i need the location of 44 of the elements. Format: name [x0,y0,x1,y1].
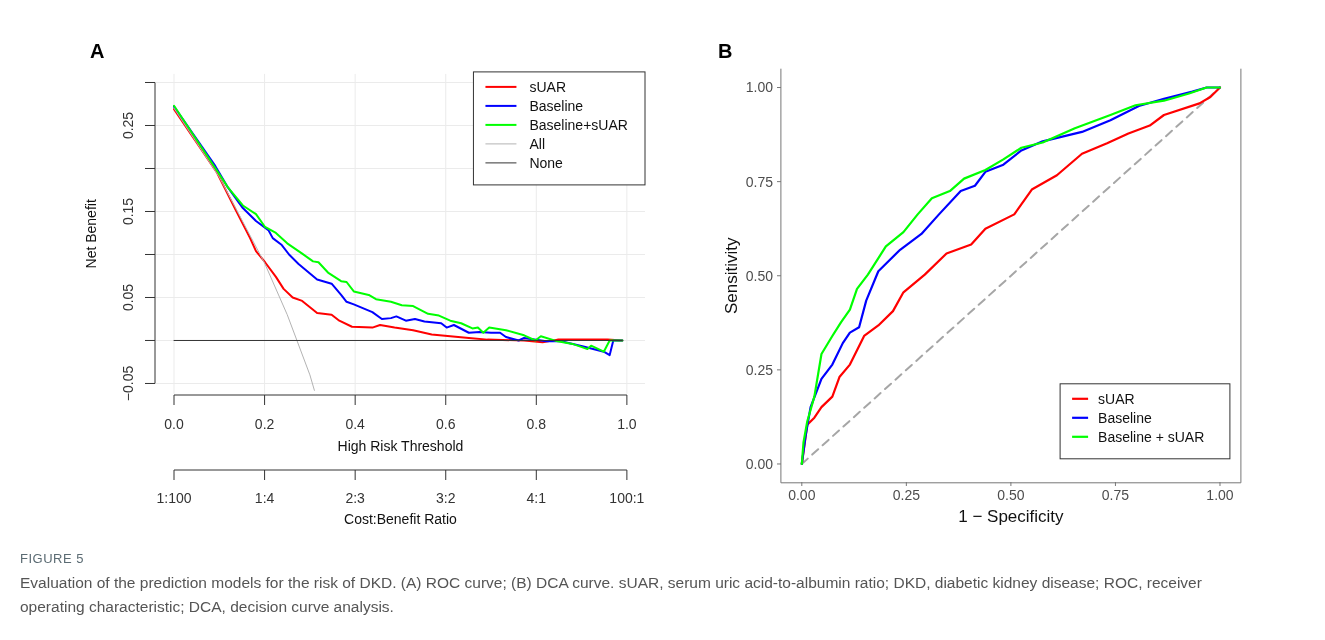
x2-axis-title: Cost:Benefit Ratio [344,510,458,527]
y-tick-label: 0.15 [119,197,136,226]
chart-title: A [90,40,105,62]
y-tick-label: 1.00 [745,79,774,96]
text: 1:100 [156,489,192,506]
y-tick-label: 0.05 [119,283,136,312]
text: Evaluation of the prediction models for the risk of DKD. (A) ROC curve; (B) DCA curve. sUAR, serum uric acid-to-albumin ratio; DKD, diabetic kidney disease; ROC, receiver operating characteristic; DCA, decision curve analysis. [20,574,1202,615]
legend-label: Baseline [1098,409,1153,426]
text: 100:1 [609,489,645,506]
x-tick-label: 0.2 [254,415,275,432]
chart-title: B [718,40,733,62]
x-tick-label: 0.50 [997,486,1025,503]
x-tick-label: 0.25 [892,486,921,503]
y-axis-title: Sensitivity [721,236,741,315]
x-tick-label: 0.0 [164,415,184,432]
x-tick-label: 0.8 [526,415,547,432]
x-tick-label: 0.75 [1101,486,1130,503]
x-axis-title: High Risk Threshold [337,437,464,454]
x-tick-label: 0.4 [345,415,366,432]
x-tick-label: 0.00 [788,486,816,503]
text: 3:2 [436,489,456,506]
legend-label: None [529,154,564,171]
y-tick-label: 0.25 [745,361,774,378]
text: 2:3 [345,489,366,506]
legend-label: Baseline [529,97,584,114]
x-tick-label: 0.6 [436,415,456,432]
x-axis-title: 1 − Specificity [958,506,1065,526]
caption: FIGURE 5 [20,551,84,566]
y-tick-label: −0.05 [119,365,136,402]
text: 1:4 [254,489,275,506]
legend-label: Baseline+sUAR [529,116,628,133]
y-tick-label: 0.00 [745,455,774,472]
y-tick-label: 0.50 [745,267,774,284]
legend-label: All [529,135,545,152]
y-axis-title: Net Benefit [82,199,99,269]
legend-label: Baseline + sUAR [1098,428,1205,445]
line-series [173,107,315,391]
x-tick-label: 1.0 [617,415,637,432]
y-tick-label: 0.25 [119,111,136,140]
y-tick-label: 0.75 [745,173,774,190]
x-tick-label: 1.00 [1206,486,1234,503]
legend-label: sUAR [1098,390,1135,407]
text: 4:1 [526,489,547,506]
legend-label: sUAR [529,78,566,95]
